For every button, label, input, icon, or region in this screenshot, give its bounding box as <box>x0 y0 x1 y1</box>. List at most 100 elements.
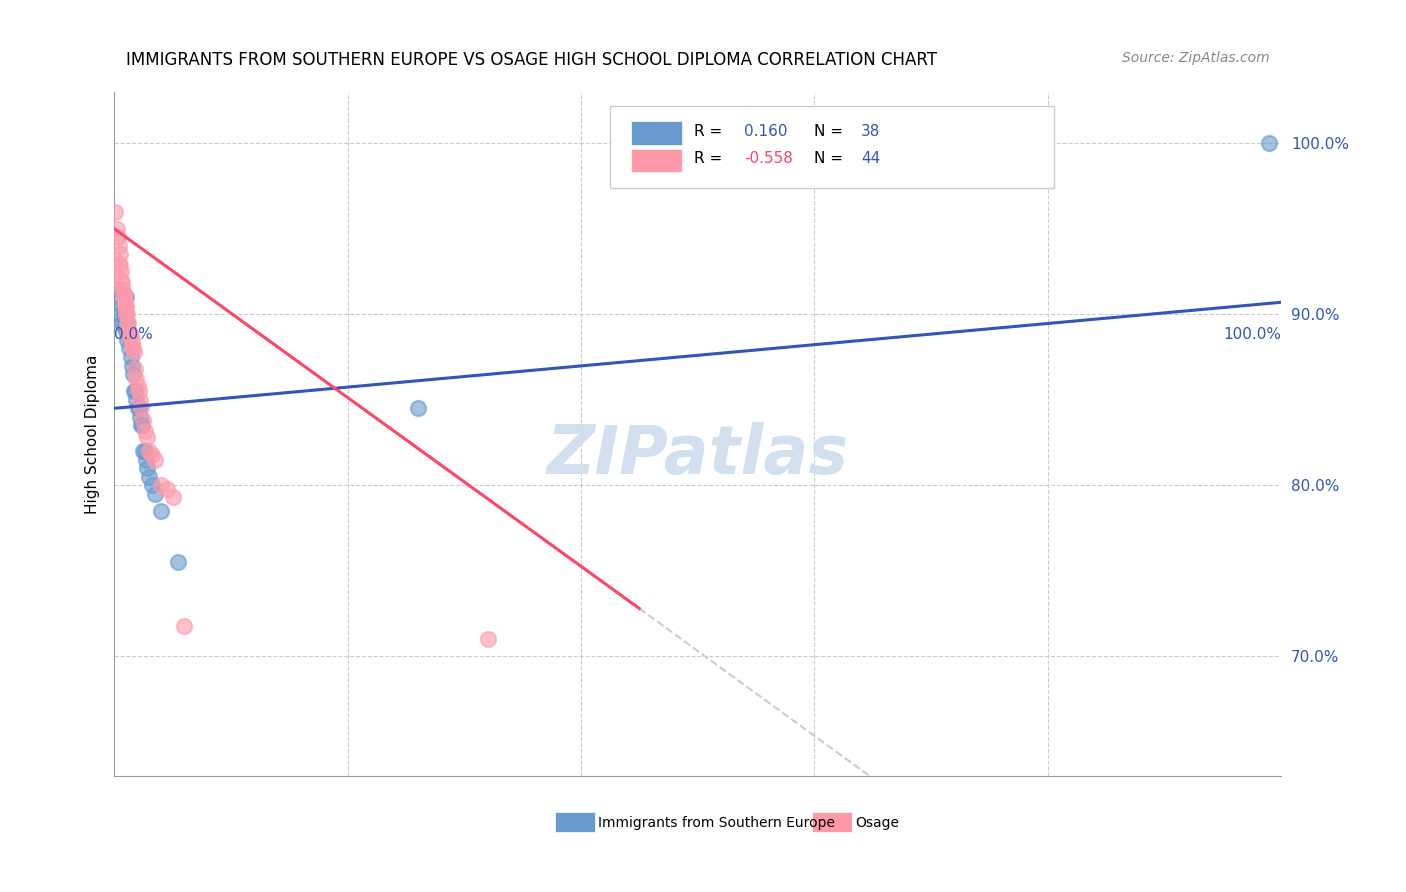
Text: 44: 44 <box>860 152 880 167</box>
Point <box>141 478 163 492</box>
Point <box>121 333 143 347</box>
Point <box>132 413 155 427</box>
Point <box>112 286 135 301</box>
Point <box>111 282 134 296</box>
Point <box>115 290 138 304</box>
Point <box>149 478 172 492</box>
Point <box>132 444 155 458</box>
Point <box>115 316 138 330</box>
Point <box>115 299 138 313</box>
Point <box>125 372 148 386</box>
Point <box>117 327 139 342</box>
Point <box>120 327 142 342</box>
Point <box>115 324 138 338</box>
Point <box>117 316 139 330</box>
Point <box>143 487 166 501</box>
Point <box>112 319 135 334</box>
Point <box>406 401 429 416</box>
Point <box>124 384 146 399</box>
Point <box>115 316 138 330</box>
Point <box>156 482 179 496</box>
Text: R =: R = <box>695 124 723 139</box>
Point <box>149 504 172 518</box>
Point <box>125 392 148 407</box>
Point <box>143 452 166 467</box>
Point <box>121 338 143 352</box>
Point <box>124 362 146 376</box>
Point <box>118 342 141 356</box>
Text: 0.160: 0.160 <box>744 124 787 139</box>
Point <box>127 379 149 393</box>
Text: ZIPatlas: ZIPatlas <box>547 422 849 488</box>
Point <box>111 316 134 330</box>
Point <box>115 316 138 330</box>
Point <box>167 555 190 569</box>
Point <box>1258 136 1281 151</box>
Point <box>110 264 132 278</box>
Point <box>129 401 152 416</box>
Point <box>115 333 138 347</box>
Point <box>114 299 136 313</box>
Point <box>114 293 136 308</box>
Point <box>107 282 129 296</box>
Point <box>138 444 160 458</box>
Point <box>112 290 135 304</box>
Point <box>135 461 157 475</box>
FancyBboxPatch shape <box>610 105 1053 187</box>
Point <box>104 204 127 219</box>
Text: -0.558: -0.558 <box>744 152 793 167</box>
Point <box>120 350 142 364</box>
Text: 38: 38 <box>860 124 880 139</box>
Point <box>111 277 134 291</box>
Point <box>162 490 184 504</box>
Point <box>135 430 157 444</box>
Point <box>111 299 134 313</box>
FancyBboxPatch shape <box>631 121 682 145</box>
Text: N =: N = <box>814 124 844 139</box>
Point <box>117 324 139 338</box>
Point <box>110 290 132 304</box>
Point <box>107 230 129 244</box>
Point <box>128 401 150 416</box>
Point <box>108 307 131 321</box>
Point <box>134 444 156 458</box>
Point <box>108 260 131 274</box>
Point <box>105 221 128 235</box>
FancyBboxPatch shape <box>555 813 595 832</box>
Point <box>127 401 149 416</box>
Point <box>114 299 136 313</box>
Point <box>108 256 131 270</box>
Point <box>128 384 150 399</box>
Y-axis label: High School Diploma: High School Diploma <box>86 354 100 514</box>
Point <box>122 344 145 359</box>
Text: IMMIGRANTS FROM SOUTHERN EUROPE VS OSAGE HIGH SCHOOL DIPLOMA CORRELATION CHART: IMMIGRANTS FROM SOUTHERN EUROPE VS OSAGE… <box>127 51 936 69</box>
Text: 0.0%: 0.0% <box>114 326 153 342</box>
Point <box>121 342 143 356</box>
Point <box>138 469 160 483</box>
Point <box>115 307 138 321</box>
Point <box>115 307 138 321</box>
Text: Source: ZipAtlas.com: Source: ZipAtlas.com <box>1122 51 1270 65</box>
Text: Immigrants from Southern Europe: Immigrants from Southern Europe <box>599 815 835 830</box>
Point <box>129 418 152 433</box>
Text: 100.0%: 100.0% <box>1223 326 1281 342</box>
FancyBboxPatch shape <box>813 813 852 832</box>
Point <box>135 452 157 467</box>
Point <box>121 359 143 373</box>
Point <box>122 384 145 399</box>
Point <box>173 618 195 632</box>
Point <box>118 327 141 342</box>
Point <box>128 409 150 424</box>
Text: Osage: Osage <box>855 815 900 830</box>
Text: R =: R = <box>695 152 723 167</box>
Point <box>108 239 131 253</box>
Text: N =: N = <box>814 152 844 167</box>
Point <box>141 448 163 462</box>
Point <box>134 424 156 438</box>
Point <box>110 273 132 287</box>
Point <box>117 324 139 338</box>
Point <box>131 418 153 433</box>
FancyBboxPatch shape <box>631 149 682 172</box>
Point <box>477 632 499 647</box>
Point <box>108 247 131 261</box>
